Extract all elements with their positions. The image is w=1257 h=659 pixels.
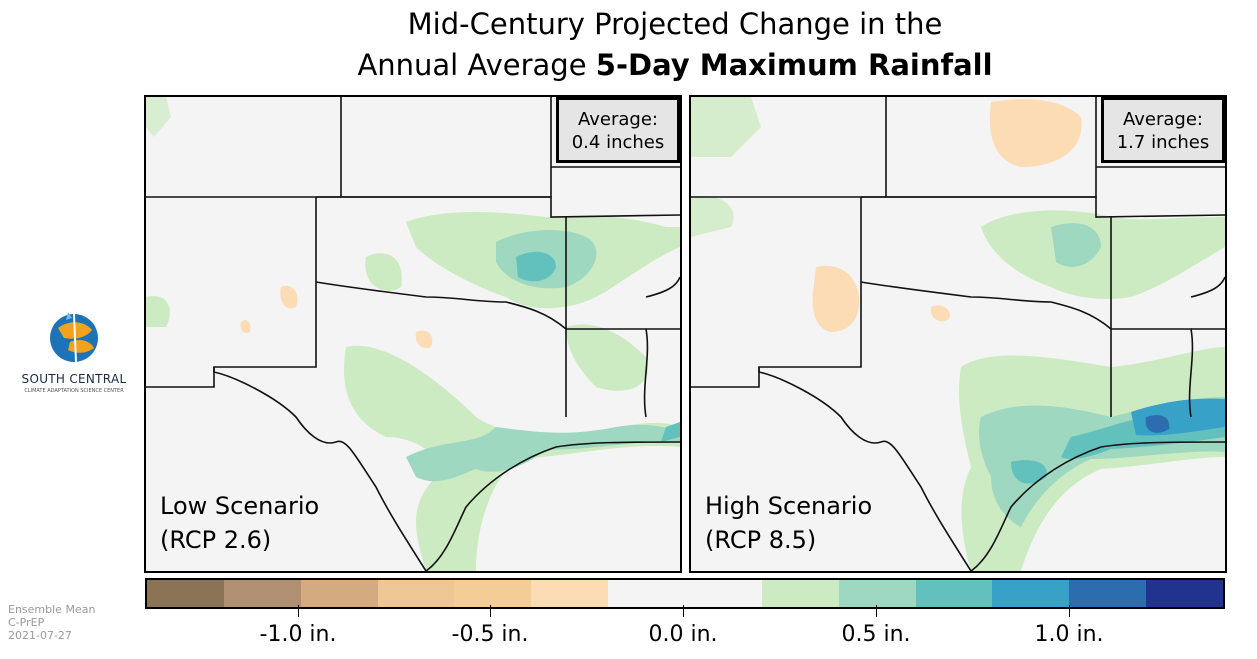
chart-title: Mid-Century Projected Change in the Annu… [0,4,1257,86]
color-scale-tick-label: 1.0 in. [1034,622,1104,647]
color-scale-bin [761,580,839,607]
color-scale-bin [915,580,993,607]
color-scale-bin [838,580,916,607]
map-panel-high-scenario: Average: 1.7 inches High Scenario (RCP 8… [689,95,1227,573]
metadata-line-1: Ensemble Mean [8,603,96,616]
average-label: Average: [578,109,658,130]
metadata-line-2: C-PrEP [8,616,45,629]
metadata-block: Ensemble Mean C-PrEP 2021-07-27 [8,603,95,642]
state-boundaries-high [691,97,1225,571]
color-scale-bin [147,580,224,607]
color-scale-bin [992,580,1070,607]
average-value: 0.4 inches [571,132,665,153]
color-scale-bin [608,580,686,607]
color-scale-tick [298,605,299,617]
color-scale-tick-label: 0.0 in. [648,622,718,647]
color-scale-tick-label: -1.0 in. [259,622,337,647]
average-box-low: Average: 0.4 inches [556,97,680,163]
color-scale-bin [377,580,455,607]
scenario-name: High Scenario [705,492,873,520]
logo-name: SOUTH CENTRAL [21,372,127,386]
logo-subtitle: CLIMATE ADAPTATION SCIENCE CENTER [24,388,124,394]
color-scale-bin [454,580,532,607]
color-scale-bin [1069,580,1147,607]
color-scale-bin [223,580,301,607]
anomaly-shading-high [691,97,1225,571]
color-scale-tick [490,605,491,617]
metadata-line-3: 2021-07-27 [8,629,72,642]
title-line-2-bold: 5-Day Maximum Rainfall [595,48,993,82]
color-scale-bin [685,580,762,607]
color-scale-bar [145,578,1225,609]
color-scale-bin [1146,580,1224,607]
color-scale-tick [1069,605,1070,617]
color-scale-bin [300,580,378,607]
color-scale-tick-label: -0.5 in. [451,622,529,647]
map-high-svg [691,97,1225,571]
globe-logo-icon [50,312,98,363]
state-boundaries-low [146,97,680,571]
map-panel-low-scenario: Average: 0.4 inches Low Scenario (RCP 2.… [144,95,682,573]
scenario-label-low: Low Scenario (RCP 2.6) [160,489,319,557]
title-line-2-plain: Annual Average [357,48,596,82]
map-low-svg [146,97,680,571]
color-scale-bin [531,580,609,607]
scenario-name: Low Scenario [160,492,320,520]
scenario-label-high: High Scenario (RCP 8.5) [705,489,872,557]
anomaly-shading-low [146,97,680,571]
south-central-casc-logo: SOUTH CENTRAL CLIMATE ADAPTATION SCIENCE… [18,308,130,398]
title-line-2: Annual Average 5-Day Maximum Rainfall [0,45,1257,86]
title-line-1: Mid-Century Projected Change in the [407,7,943,41]
average-box-high: Average: 1.7 inches [1101,97,1225,163]
color-scale-tick [876,605,877,617]
color-scale-tick [683,605,684,617]
average-value: 1.7 inches [1116,132,1210,153]
color-scale-tick-label: 0.5 in. [841,622,911,647]
scenario-rcp: (RCP 2.6) [160,526,272,554]
average-label: Average: [1123,109,1203,130]
scenario-rcp: (RCP 8.5) [705,526,817,554]
